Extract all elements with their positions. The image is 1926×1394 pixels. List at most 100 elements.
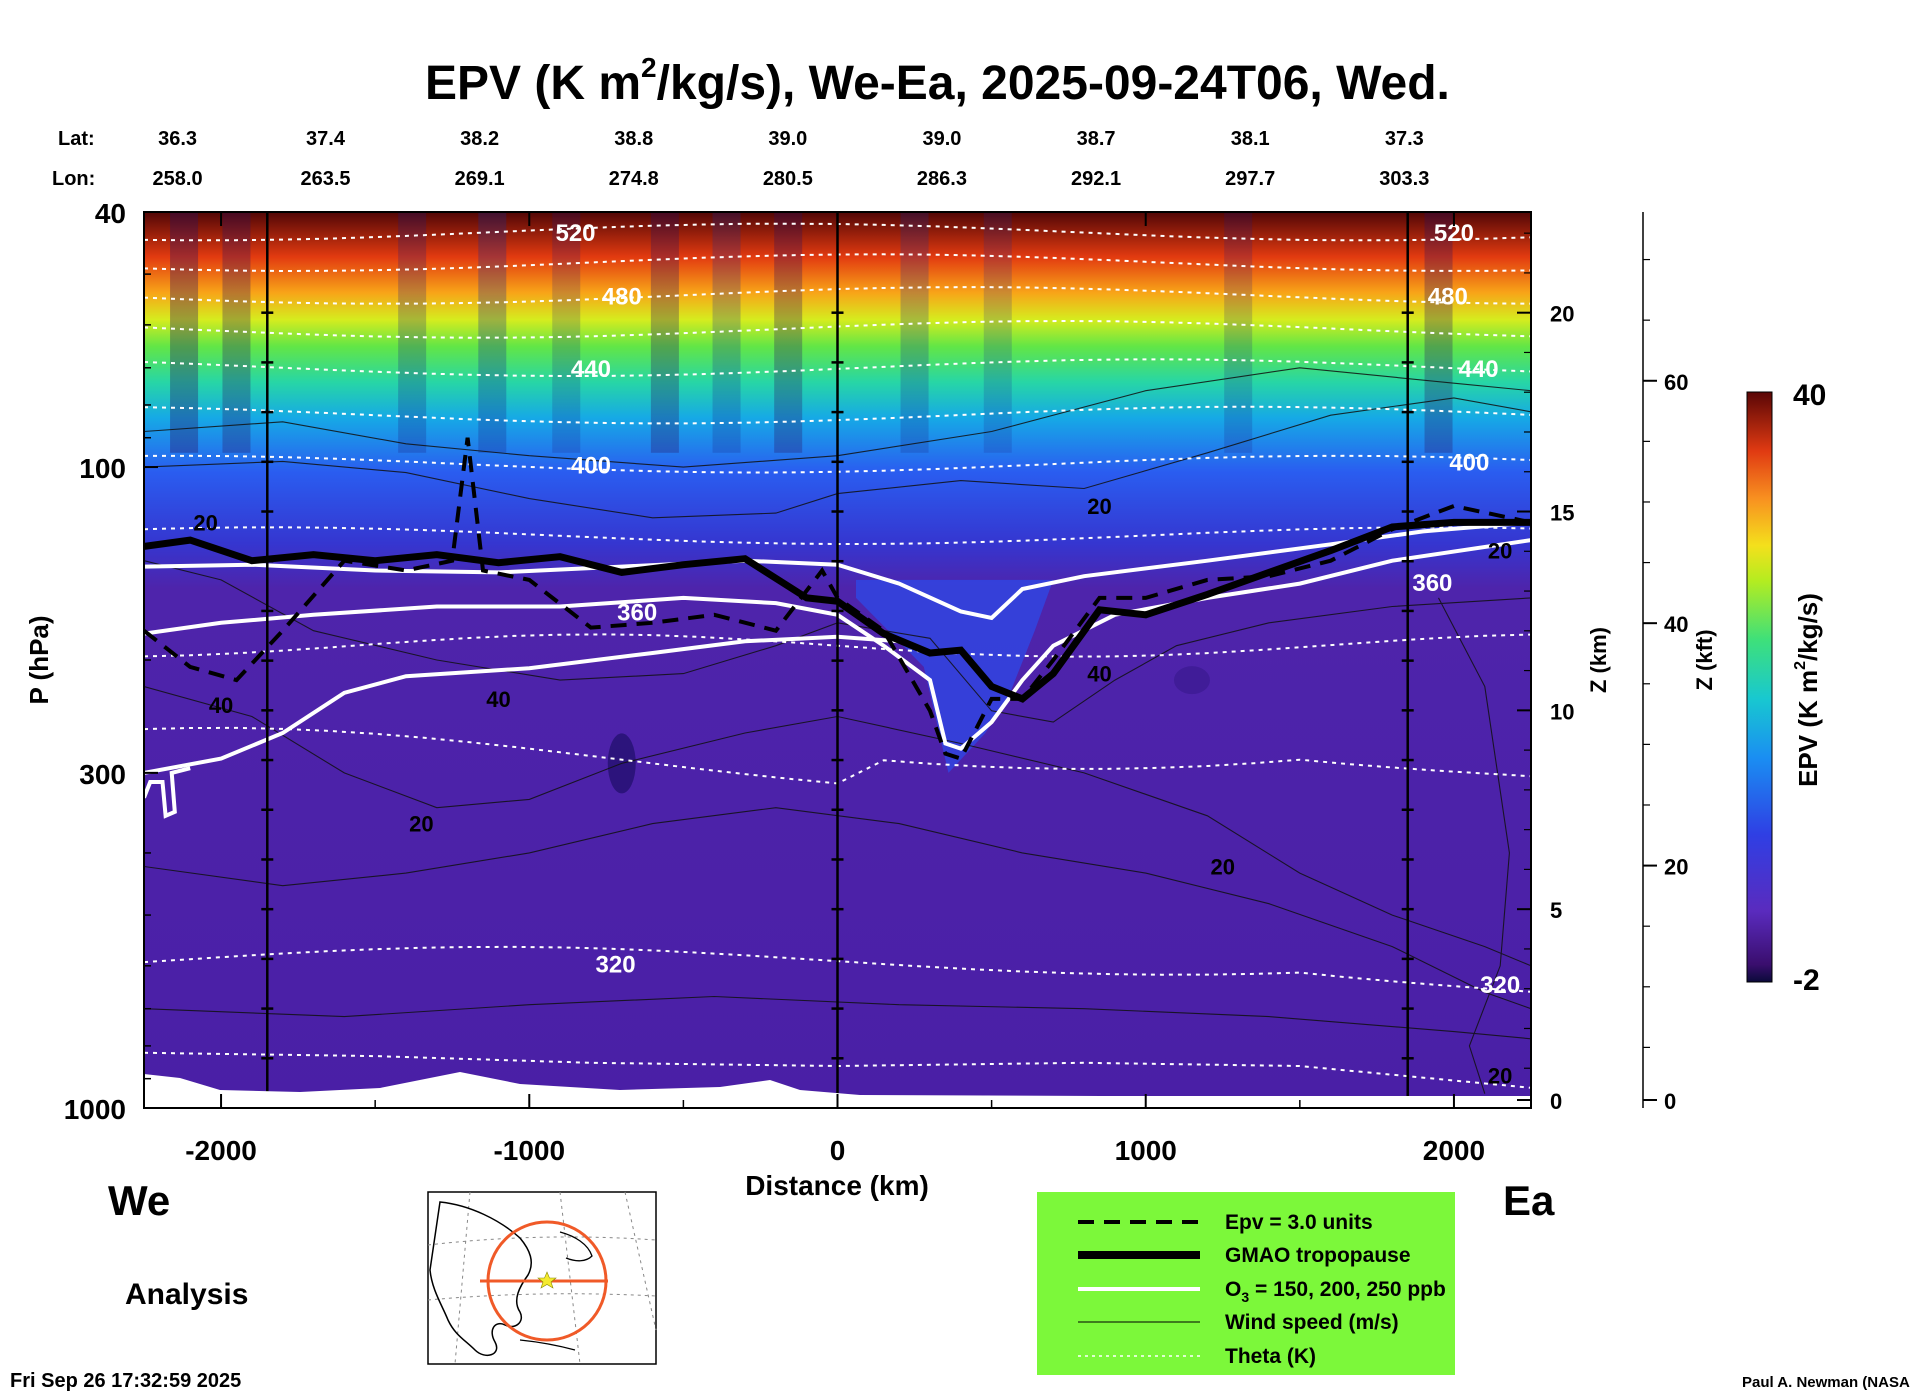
y-axis-pressure: 40 100 300 1000	[64, 198, 158, 1125]
epv-streak	[712, 212, 741, 453]
theta-contour-label: 440	[571, 356, 611, 383]
wind-contour-label: 20	[409, 812, 433, 837]
x-axis-label: Distance (km)	[745, 1170, 929, 1201]
epv-blob	[1173, 666, 1210, 695]
inset-map	[427, 1191, 657, 1365]
y-axis-tick-label: 100	[79, 453, 126, 484]
lat-value: 36.3	[158, 128, 197, 150]
lon-header-label: Lon:	[52, 168, 95, 190]
epv-streak	[900, 212, 929, 453]
lat-value: 38.1	[1231, 128, 1270, 150]
colorbar-min-label: -2	[1793, 964, 1820, 997]
theta-contour-label: 360	[1412, 570, 1452, 597]
lon-value: 258.0	[153, 168, 203, 190]
x-axis: -2000 -1000 0 1000 2000	[185, 212, 1485, 1166]
y-axis-tick-label: 40	[95, 198, 126, 229]
lat-value: 39.0	[922, 128, 961, 150]
wind-speed-contour	[1438, 597, 1510, 1094]
theta-contour-label: 480	[1428, 284, 1468, 311]
epv-streak	[774, 212, 803, 453]
wind-contour-label: 20	[193, 510, 217, 535]
z-kft-axis: 0 20 40 60	[1642, 212, 1688, 1114]
wind-contour-label: 40	[209, 693, 233, 718]
theta-contour-label: 400	[571, 452, 611, 479]
legend-tropopause-label: GMAO tropopause	[1225, 1244, 1411, 1267]
ozone-contour-250	[144, 634, 900, 775]
wind-contour-label: 20	[1087, 494, 1111, 519]
wind-speed-contour	[144, 807, 1531, 1010]
theta-contour-label: 440	[1459, 356, 1499, 383]
theta-contour-label: 320	[1480, 972, 1520, 999]
wind-contour-label: 40	[486, 687, 510, 712]
epv-streak	[398, 212, 427, 453]
lat-value: 37.4	[306, 128, 346, 150]
west-end-label: We	[108, 1177, 170, 1224]
theta-contour-label: 360	[617, 599, 657, 626]
wind-contour-label: 20	[1488, 539, 1512, 564]
wind-speed-contour	[144, 995, 1531, 1040]
lat-value: 37.3	[1385, 128, 1424, 150]
z-km-tick-label: 20	[1550, 302, 1574, 327]
z-kft-tick-label: 60	[1664, 370, 1688, 395]
title-superscript: 2	[641, 52, 657, 83]
x-axis-tick-label: 0	[830, 1135, 846, 1166]
theta-contour-label: 400	[1449, 449, 1489, 476]
theta-contour-label: 480	[602, 284, 642, 311]
legend-theta-label: Theta (K)	[1225, 1345, 1316, 1368]
map-center-star	[537, 1271, 557, 1289]
legend-epv-label: Epv = 3.0 units	[1225, 1211, 1373, 1234]
lon-value: 274.8	[609, 168, 659, 190]
epv-streak	[1424, 212, 1453, 453]
legend: Epv = 3.0 units GMAO tropopause O3 = 150…	[1037, 1192, 1455, 1375]
y-axis-label: P (hPa)	[24, 615, 54, 704]
lon-value: 269.1	[455, 168, 505, 190]
z-km-tick-label: 10	[1550, 699, 1574, 724]
timestamp: Fri Sep 26 17:32:59 2025	[10, 1370, 241, 1392]
x-axis-tick-label: -1000	[493, 1135, 565, 1166]
credit: Paul A. Newman (NASA	[1742, 1374, 1910, 1391]
gmao-tropopause-line	[144, 518, 1531, 703]
epv-streak	[170, 212, 199, 453]
chart-title: EPV (K m2/kg/s), We-Ea, 2025-09-24T06, W…	[425, 52, 1450, 110]
title-main: EPV (K m	[425, 57, 641, 110]
analysis-label: Analysis	[125, 1278, 248, 1311]
x-axis-tick-label: 1000	[1115, 1135, 1177, 1166]
epv-streak	[650, 212, 679, 453]
y-axis-tick-label: 300	[79, 759, 126, 790]
lon-value: 303.3	[1379, 168, 1429, 190]
wind-contour-label: 40	[1087, 662, 1111, 687]
colorbar-max-label: 40	[1793, 379, 1826, 412]
epv-heatmap: 5204804404003603205204804404003603202040…	[144, 212, 1531, 1108]
z-km-axis-label: Z (km)	[1586, 627, 1611, 693]
z-km-axis: 0 5 10 15 20	[1517, 232, 1574, 1114]
lat-value: 39.0	[768, 128, 807, 150]
epv-streak	[1224, 212, 1253, 453]
epv-streak	[983, 212, 1012, 453]
z-kft-tick-label: 20	[1664, 855, 1688, 880]
z-km-tick-label: 5	[1550, 898, 1562, 923]
lon-value: 280.5	[763, 168, 813, 190]
z-km-tick-label: 0	[1550, 1089, 1562, 1114]
lon-value: 286.3	[917, 168, 967, 190]
legend-ozone-label: O3 = 150, 200, 250 ppb	[1225, 1278, 1446, 1305]
title-rest: /kg/s), We-Ea, 2025-09-24T06, Wed.	[657, 57, 1450, 110]
east-end-label: Ea	[1503, 1177, 1555, 1224]
legend-wind-label: Wind speed (m/s)	[1225, 1311, 1399, 1334]
colorbar-label: EPV (K m2/kg/s)	[1792, 593, 1823, 787]
lon-value: 292.1	[1071, 168, 1121, 190]
lat-value: 38.7	[1077, 128, 1116, 150]
colorbar	[1746, 391, 1773, 983]
lon-value: 297.7	[1225, 168, 1275, 190]
z-kft-axis-label: Z (kft)	[1692, 629, 1717, 690]
epv-streak	[478, 212, 507, 453]
theta-contour-label: 520	[555, 220, 595, 247]
wind-contour-label: 20	[1211, 855, 1235, 880]
x-axis-tick-label: 2000	[1423, 1135, 1485, 1166]
ozone-contour-250	[144, 766, 191, 819]
lat-lon-header: 36.3 258.0 37.4 263.5 38.2 269.1 38.8 274.8 39.0…	[153, 128, 1430, 190]
z-kft-tick-label: 40	[1664, 612, 1688, 637]
theta-contour-label: 320	[596, 951, 636, 978]
lat-value: 38.8	[614, 128, 653, 150]
epv-streak	[552, 212, 581, 453]
